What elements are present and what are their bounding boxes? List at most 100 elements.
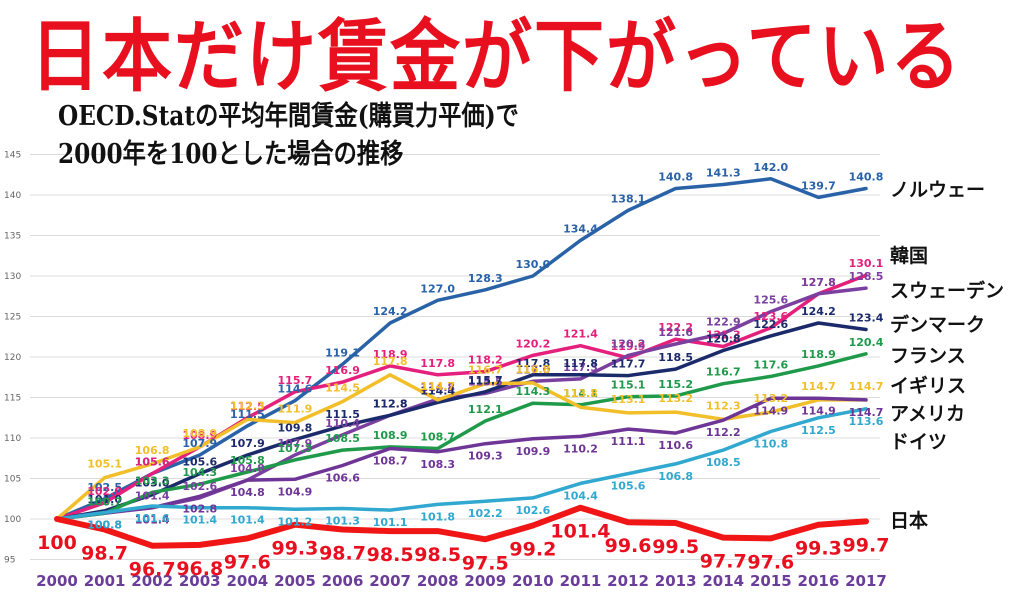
data-label: 114.4 [420, 384, 455, 397]
legend-item: 韓国 [890, 244, 928, 267]
data-label-japan: 96.7 [129, 559, 176, 581]
data-label: 102.6 [515, 504, 550, 517]
data-label: 117.8 [420, 357, 455, 370]
legend-item: フランス [890, 345, 966, 367]
series-lines [54, 177, 869, 549]
data-label: 117.6 [753, 358, 788, 371]
data-label: 107.9 [230, 437, 265, 450]
data-label: 110.2 [563, 442, 598, 455]
data-label-japan: 97.7 [700, 551, 747, 573]
data-label: 112.8 [373, 397, 408, 410]
x-tick-label: 2002 [131, 572, 173, 590]
data-label: 117.8 [373, 355, 408, 368]
data-label: 119.1 [325, 346, 360, 359]
data-label-japan: 98.5 [367, 544, 414, 566]
series-line-7 [55, 407, 868, 521]
data-label: 140.8 [658, 171, 693, 184]
data-label: 142.0 [753, 161, 788, 174]
data-label: 105.6 [182, 456, 217, 469]
data-label: 107.9 [182, 437, 217, 450]
series-line-0 [55, 177, 868, 521]
data-label: 125.6 [753, 294, 788, 307]
data-label: 111.5 [230, 408, 265, 421]
data-label: 105.6 [135, 456, 170, 469]
x-tick-label: 2001 [84, 572, 126, 590]
data-label: 114.5 [325, 382, 360, 395]
data-label: 102.8 [182, 502, 217, 515]
data-label: 120.4 [849, 336, 884, 349]
data-label: 110.8 [753, 438, 788, 451]
legend-item: 日本 [890, 509, 928, 532]
data-label: 139.7 [801, 179, 836, 192]
data-label: 114.9 [753, 404, 788, 417]
data-label: 115.1 [611, 379, 646, 392]
data-label-japan: 99.2 [509, 538, 556, 560]
y-tick-label: 125 [4, 313, 21, 323]
data-label: 124.2 [801, 305, 836, 318]
data-label: 108.5 [325, 432, 360, 445]
data-label: 100.8 [87, 519, 122, 532]
data-label-japan: 97.6 [224, 551, 271, 573]
data-label: 108.7 [373, 455, 408, 468]
data-label: 108.5 [706, 456, 741, 469]
data-label: 112.3 [230, 399, 265, 412]
data-label: 114.3 [515, 385, 550, 398]
data-label: 108.9 [373, 429, 408, 442]
series-line-3 [55, 321, 868, 521]
data-label: 112.8 [373, 397, 408, 410]
data-label: 121.4 [563, 328, 598, 341]
data-label: 108.9 [182, 427, 217, 440]
data-label: 110.6 [658, 439, 693, 452]
data-label: 128.5 [849, 270, 884, 283]
data-label: 123.4 [849, 311, 884, 324]
data-label: 117.3 [563, 361, 598, 374]
data-label: 116.7 [706, 366, 741, 379]
data-label: 116.9 [325, 364, 360, 377]
data-label: 118.9 [373, 348, 408, 361]
data-label: 122.9 [706, 316, 741, 329]
data-label: 120.2 [611, 337, 646, 350]
x-tick-label: 2015 [750, 572, 792, 590]
data-label: 121.3 [706, 328, 741, 341]
data-label: 127.8 [801, 276, 836, 289]
data-labels: 102.5 105.6 107.9 111.5 114.6 119.1 124.2 127.0… [37, 161, 889, 581]
y-tick-label: 145 [4, 151, 21, 161]
y-tick-label: 130 [4, 272, 21, 282]
data-label: 102.2 [468, 507, 503, 520]
data-label: 113.1 [611, 393, 646, 406]
data-label: 118.5 [658, 351, 693, 364]
data-label: 112.1 [468, 403, 503, 416]
data-label: 102.5 [87, 481, 122, 494]
x-tick-label: 2008 [417, 572, 459, 590]
series-line-4 [55, 352, 868, 521]
data-label: 120.8 [706, 333, 741, 346]
data-label: 141.3 [706, 166, 741, 179]
legend-item: アメリカ [890, 403, 965, 425]
gridlines [30, 154, 880, 560]
data-label: 104.3 [182, 466, 217, 479]
data-label: 101.8 [420, 510, 455, 523]
data-label: 114.7 [420, 380, 455, 393]
data-label: 103.3 [135, 474, 170, 487]
data-label-japan: 99.3 [795, 538, 842, 560]
data-label: 112.5 [801, 424, 836, 437]
data-label-japan: 98.7 [81, 543, 128, 565]
data-label: 101.3 [325, 514, 360, 527]
data-label: 114.1 [563, 387, 598, 400]
data-label: 100.7 [87, 495, 122, 508]
data-label: 104.8 [230, 462, 265, 475]
data-label: 115.7 [278, 374, 313, 387]
data-label-japan: 99.5 [652, 536, 699, 558]
data-label: 113.2 [658, 392, 693, 405]
data-label: 113.8 [563, 387, 598, 400]
y-tick-label: 110 [4, 434, 21, 444]
data-label: 118.2 [468, 354, 503, 367]
x-tick-label: 2011 [560, 572, 602, 590]
data-label: 101.4 [230, 514, 265, 527]
legend-item: イギリス [890, 375, 966, 397]
subtitle-line-1: OECD.Statの平均年間賃金(購買力平価)で [58, 101, 519, 132]
data-label: 110.4 [325, 417, 360, 430]
data-label: 114.9 [801, 404, 836, 417]
data-label: 123.6 [753, 310, 788, 323]
data-label: 101.2 [278, 515, 313, 528]
